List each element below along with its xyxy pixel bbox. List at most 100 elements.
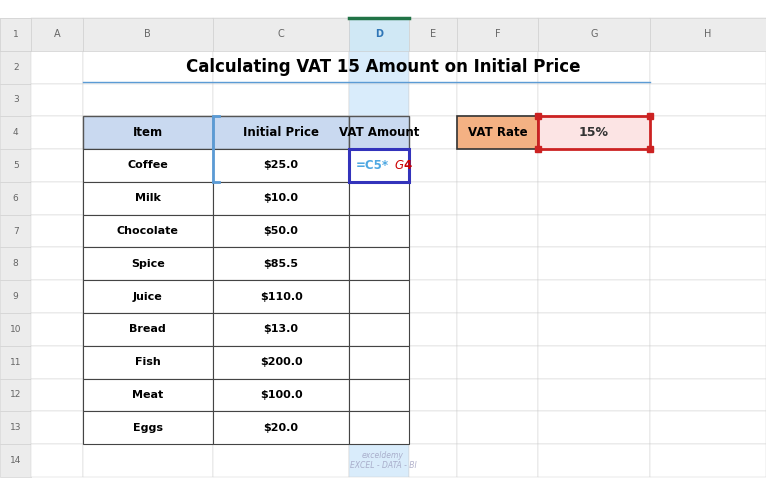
Text: Spice: Spice [131,259,165,269]
Bar [457,379,538,411]
Bar [213,346,349,379]
Bar [83,411,213,444]
Bar [349,182,409,215]
Bar [349,280,409,313]
Bar [349,346,409,379]
Bar [213,411,349,444]
Bar [213,215,349,248]
Bar [213,280,349,313]
Bar [457,83,538,116]
Bar [31,313,83,346]
Bar [457,182,538,215]
Text: E: E [430,29,436,39]
Bar [213,149,349,182]
Bar [83,18,213,51]
Bar [31,215,83,248]
Bar [83,313,213,346]
Text: 12: 12 [10,391,21,400]
Bar [213,116,349,149]
Bar [538,280,650,313]
Bar [349,51,409,83]
Bar [650,83,766,116]
Text: Milk: Milk [135,193,161,203]
Text: VAT Rate: VAT Rate [468,126,527,139]
Bar [538,346,650,379]
Bar [83,116,213,149]
Bar [0,248,31,280]
Bar [349,215,409,248]
Bar [349,411,409,444]
Bar [83,83,213,116]
Text: $10.0: $10.0 [264,193,299,203]
Bar [349,313,409,346]
Bar [83,280,213,313]
Bar [650,18,766,51]
Text: $200.0: $200.0 [260,357,303,367]
Bar [349,379,409,411]
Bar [349,248,409,280]
Bar [31,18,83,51]
Bar [349,379,409,411]
Bar [538,18,650,51]
Bar [538,116,650,149]
Bar [409,18,457,51]
Bar [349,280,409,313]
Bar [0,18,31,51]
Bar [538,18,650,51]
Bar [650,116,766,149]
Bar [409,248,457,280]
Bar [213,248,349,280]
Text: 13: 13 [10,423,21,432]
Bar [538,379,650,411]
Bar [457,116,538,149]
Bar [349,248,409,280]
Text: D: D [375,29,383,39]
Bar [409,280,457,313]
Bar [83,18,213,51]
Bar [0,346,31,379]
Bar [83,248,213,280]
Bar [457,51,538,83]
Text: Calculating VAT 15 Amount on Initial Price: Calculating VAT 15 Amount on Initial Pri… [185,58,581,76]
Text: 5: 5 [13,161,18,170]
Bar [349,182,409,215]
Text: Eggs: Eggs [133,423,163,433]
Bar [0,444,31,477]
Text: $25.0: $25.0 [264,161,299,171]
Bar [213,182,349,215]
Bar [409,51,457,83]
Bar [0,215,31,248]
Text: =C5*: =C5* [355,159,388,172]
Bar [83,379,213,411]
Bar [650,51,766,83]
Bar [538,411,650,444]
Bar [31,444,83,477]
Bar [31,149,83,182]
Bar [349,313,409,346]
Bar [83,346,213,379]
Text: Item: Item [133,126,163,139]
Bar [457,18,538,51]
Bar [538,51,650,83]
Bar [538,248,650,280]
Text: Chocolate: Chocolate [117,226,178,236]
Bar [213,215,349,248]
Bar [83,149,213,182]
Bar [349,411,409,444]
Bar [349,116,409,149]
Text: VAT Amount: VAT Amount [339,126,419,139]
Text: $G$4: $G$4 [394,159,413,172]
Bar [213,51,349,83]
Bar [31,182,83,215]
Bar [349,18,409,51]
Text: exceldemy
EXCEL - DATA - BI: exceldemy EXCEL - DATA - BI [349,451,417,470]
Bar [213,313,349,346]
Bar [409,182,457,215]
Bar [538,215,650,248]
Bar [83,444,213,477]
Bar [31,18,83,51]
Bar [31,248,83,280]
Bar [409,411,457,444]
Bar [0,280,31,313]
Bar [83,346,213,379]
